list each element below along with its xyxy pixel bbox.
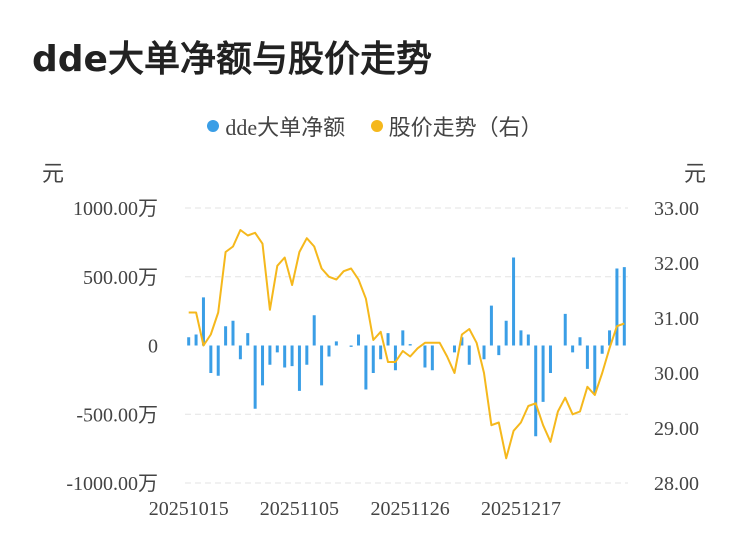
right-tick-label: 29.00 [654,418,699,440]
bar [297,345,301,391]
bar [253,345,257,409]
bar [430,345,434,371]
right-tick-label: 33.00 [654,198,699,220]
bar [305,345,309,365]
bar [194,334,198,346]
bar [408,344,412,346]
bar [320,345,324,386]
bar [275,345,279,353]
left-tick-label: 500.00万 [83,267,158,289]
bar [512,257,516,346]
bar [224,326,228,346]
left-tick-label: -1000.00万 [66,473,158,495]
bar [371,345,375,373]
x-tick-label: 20251126 [371,498,450,520]
bar [460,337,464,346]
legend-label-price: 股价走势（右） [388,115,543,140]
bar [386,333,390,346]
bar [452,345,456,353]
bar [423,345,427,368]
bar [467,345,471,365]
bar [526,334,530,346]
bar [615,268,619,346]
bar [482,345,486,360]
bar [290,345,294,367]
left-tick-label: 0 [148,336,158,358]
bar [283,345,287,368]
bar [349,345,353,347]
bar [261,345,265,386]
bar [497,345,501,356]
bar [534,345,538,437]
legend: dde大单净额 股价走势（右） [0,110,750,142]
legend-dot-icon [207,120,220,132]
right-tick-label: 28.00 [654,473,699,495]
bar [401,330,405,346]
bar [578,337,582,346]
bar [593,345,597,394]
legend-item-price[interactable]: 股价走势（右） [370,110,543,142]
bar [209,345,213,373]
right-tick-label: 31.00 [654,308,699,330]
left-tick-label: 1000.00万 [73,198,158,220]
bar [246,333,250,346]
bar [622,267,626,346]
bar [608,330,612,346]
bar [393,345,397,371]
legend-dot-icon [370,120,383,132]
left-tick-label: -500.00万 [76,404,158,426]
bar [504,320,508,346]
bar [231,320,235,346]
bar [187,337,191,346]
price-line [188,229,625,460]
bar [379,345,383,360]
bar [201,297,205,346]
right-tick-label: 30.00 [654,363,699,385]
bar [489,305,493,346]
bar [600,345,604,354]
right-tick-label: 32.00 [654,253,699,275]
x-tick-label: 20251105 [260,498,339,520]
bar [357,334,361,346]
x-tick-label: 20251217 [481,498,561,520]
bar [519,330,523,346]
chart-title: dde大单净额与股价走势 [32,39,432,80]
x-tick-label: 20251015 [149,498,229,520]
bar [268,345,272,365]
bar [216,345,220,376]
bar [334,341,338,346]
bar [541,345,545,402]
legend-label-dde: dde大单净额 [225,115,346,140]
bar [585,345,589,369]
right-axis-unit: 元 [684,161,707,186]
bar [312,315,316,346]
bar [238,345,242,360]
legend-item-dde[interactable]: dde大单净额 [207,110,345,142]
bar [327,345,331,357]
left-axis-unit: 元 [42,161,65,186]
bar [563,313,567,346]
bar [571,345,575,353]
bar [364,345,368,390]
bar [548,345,552,373]
